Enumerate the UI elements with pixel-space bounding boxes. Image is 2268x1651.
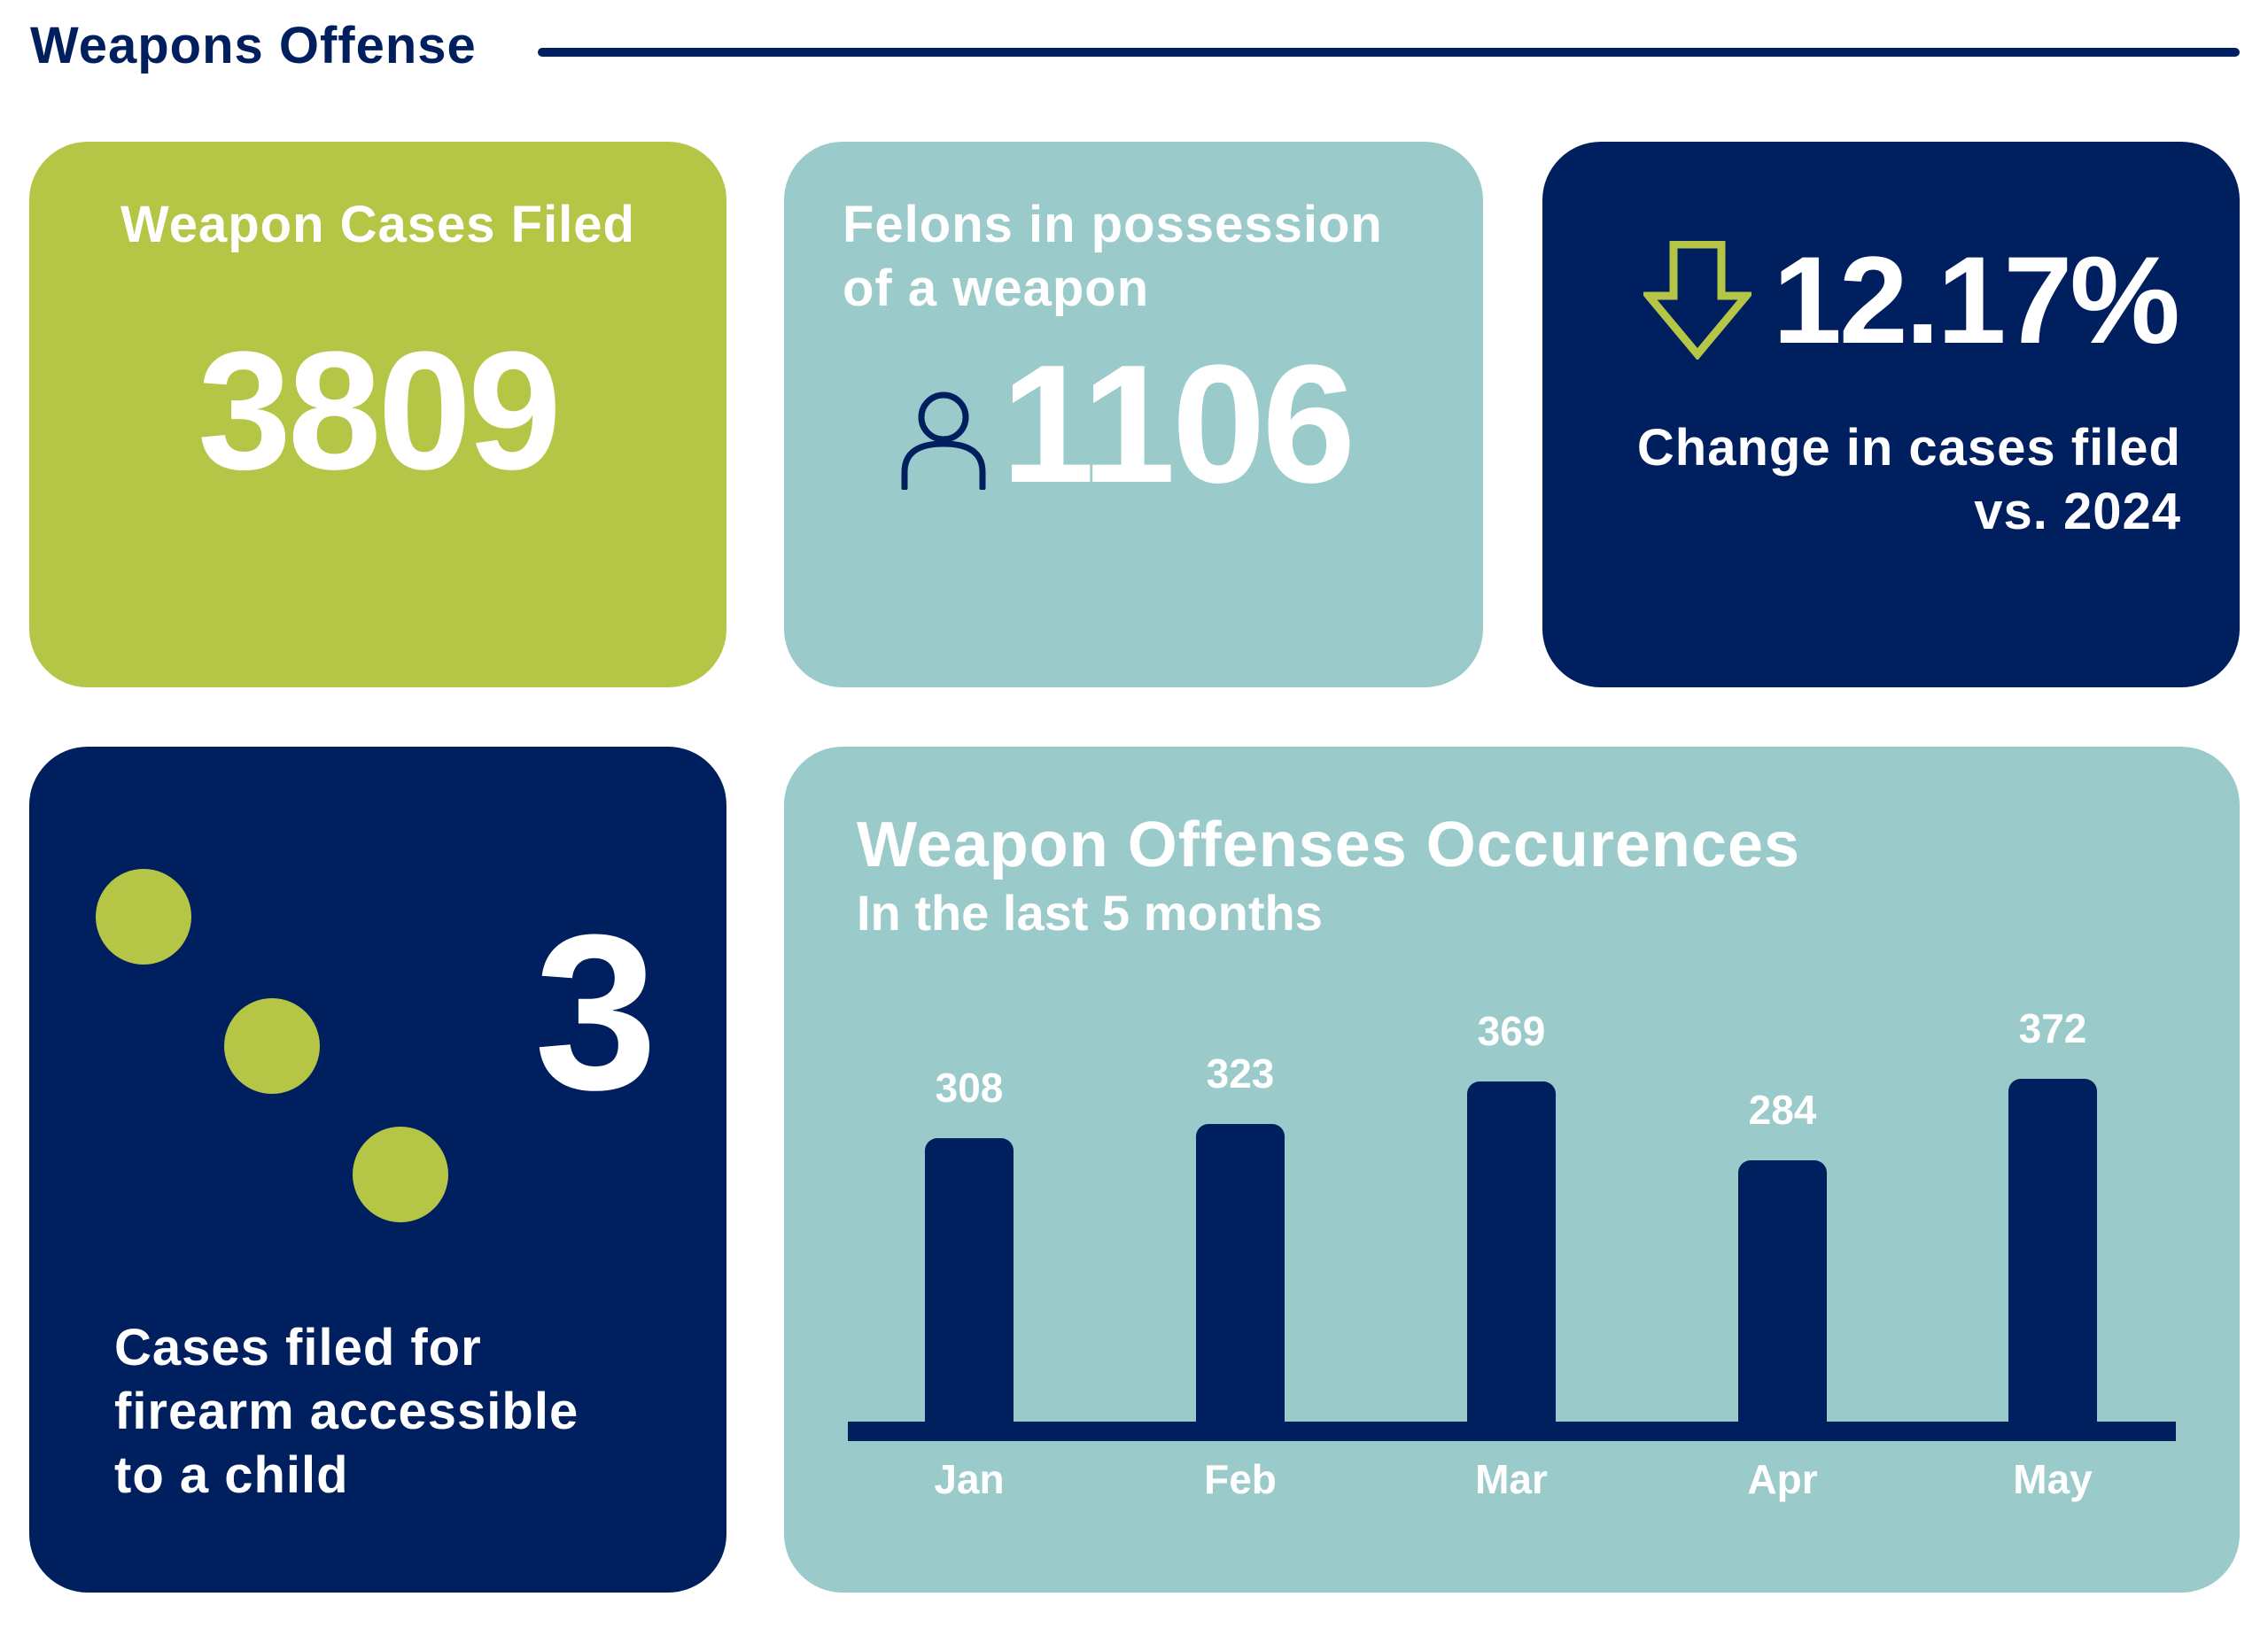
card-value: 3809 [198,317,562,505]
card-label-line: Felons in possession [843,196,1383,253]
month-label: May [2013,1456,2093,1502]
bar-mar [1467,1081,1556,1422]
change-in-cases-card: 12.17% Change in cases filed vs. 2024 [1542,142,2240,687]
title-divider [538,48,2240,57]
page-title: Weapons Offense [30,17,477,74]
month-label: Mar [1475,1456,1548,1502]
dot-icon [353,1127,448,1222]
bar-value-label: 308 [935,1064,1004,1111]
card-label: Cases filed for firearm accessible to a … [114,1316,579,1508]
bar-value-label: 323 [1206,1050,1275,1097]
month-label: Apr [1747,1456,1818,1502]
bar-chart: 308 Jan 323 Feb 369 Mar 284 Apr 372 May [784,747,2240,1593]
bar-value-label: 372 [2018,1005,2087,1052]
bar-value-label: 369 [1477,1008,1546,1055]
bar-jan [925,1137,1014,1422]
weapon-cases-filed-card: Weapon Cases Filed 3809 [29,142,726,687]
card-label-line: of a weapon [843,260,1150,317]
chart-subtitle: In the last 5 months [857,885,1323,941]
card-label-line: vs. 2024 [1974,483,2181,540]
bar-apr [1738,1159,1827,1422]
chart-title: Weapon Offenses Occurences [857,810,1801,880]
felons-possession-card: Felons in possession of a weapon 1106 [784,142,1483,687]
card-label-line: Cases filed for [114,1319,482,1376]
bar-value-label: 284 [1748,1086,1817,1133]
chart-baseline [848,1422,2176,1441]
person-icon [901,391,986,490]
month-label: Jan [934,1456,1005,1502]
arrow-down-icon [1643,241,1751,360]
card-value: 1106 [1001,330,1355,518]
card-label: Felons in possession of a weapon [843,193,1383,321]
month-label: Feb [1204,1456,1277,1502]
dot-icon [224,998,320,1094]
card-value: 3 [534,888,658,1136]
card-label-line: firearm accessible [114,1383,579,1440]
bar-feb [1196,1124,1285,1422]
card-label-line: to a child [114,1446,349,1504]
firearm-child-card: 3 Cases filed for firearm accessible to … [29,747,726,1593]
change-value: 12.17% [1773,230,2180,369]
card-label-line: Change in cases filed [1636,419,2181,477]
bar-may [2008,1079,2097,1422]
card-label: Weapon Cases Filed [120,196,635,253]
occurrences-chart-card: Weapon Offenses Occurences In the last 5… [784,747,2240,1593]
card-label: Change in cases filed vs. 2024 [1637,416,2181,544]
dot-icon [96,869,191,965]
